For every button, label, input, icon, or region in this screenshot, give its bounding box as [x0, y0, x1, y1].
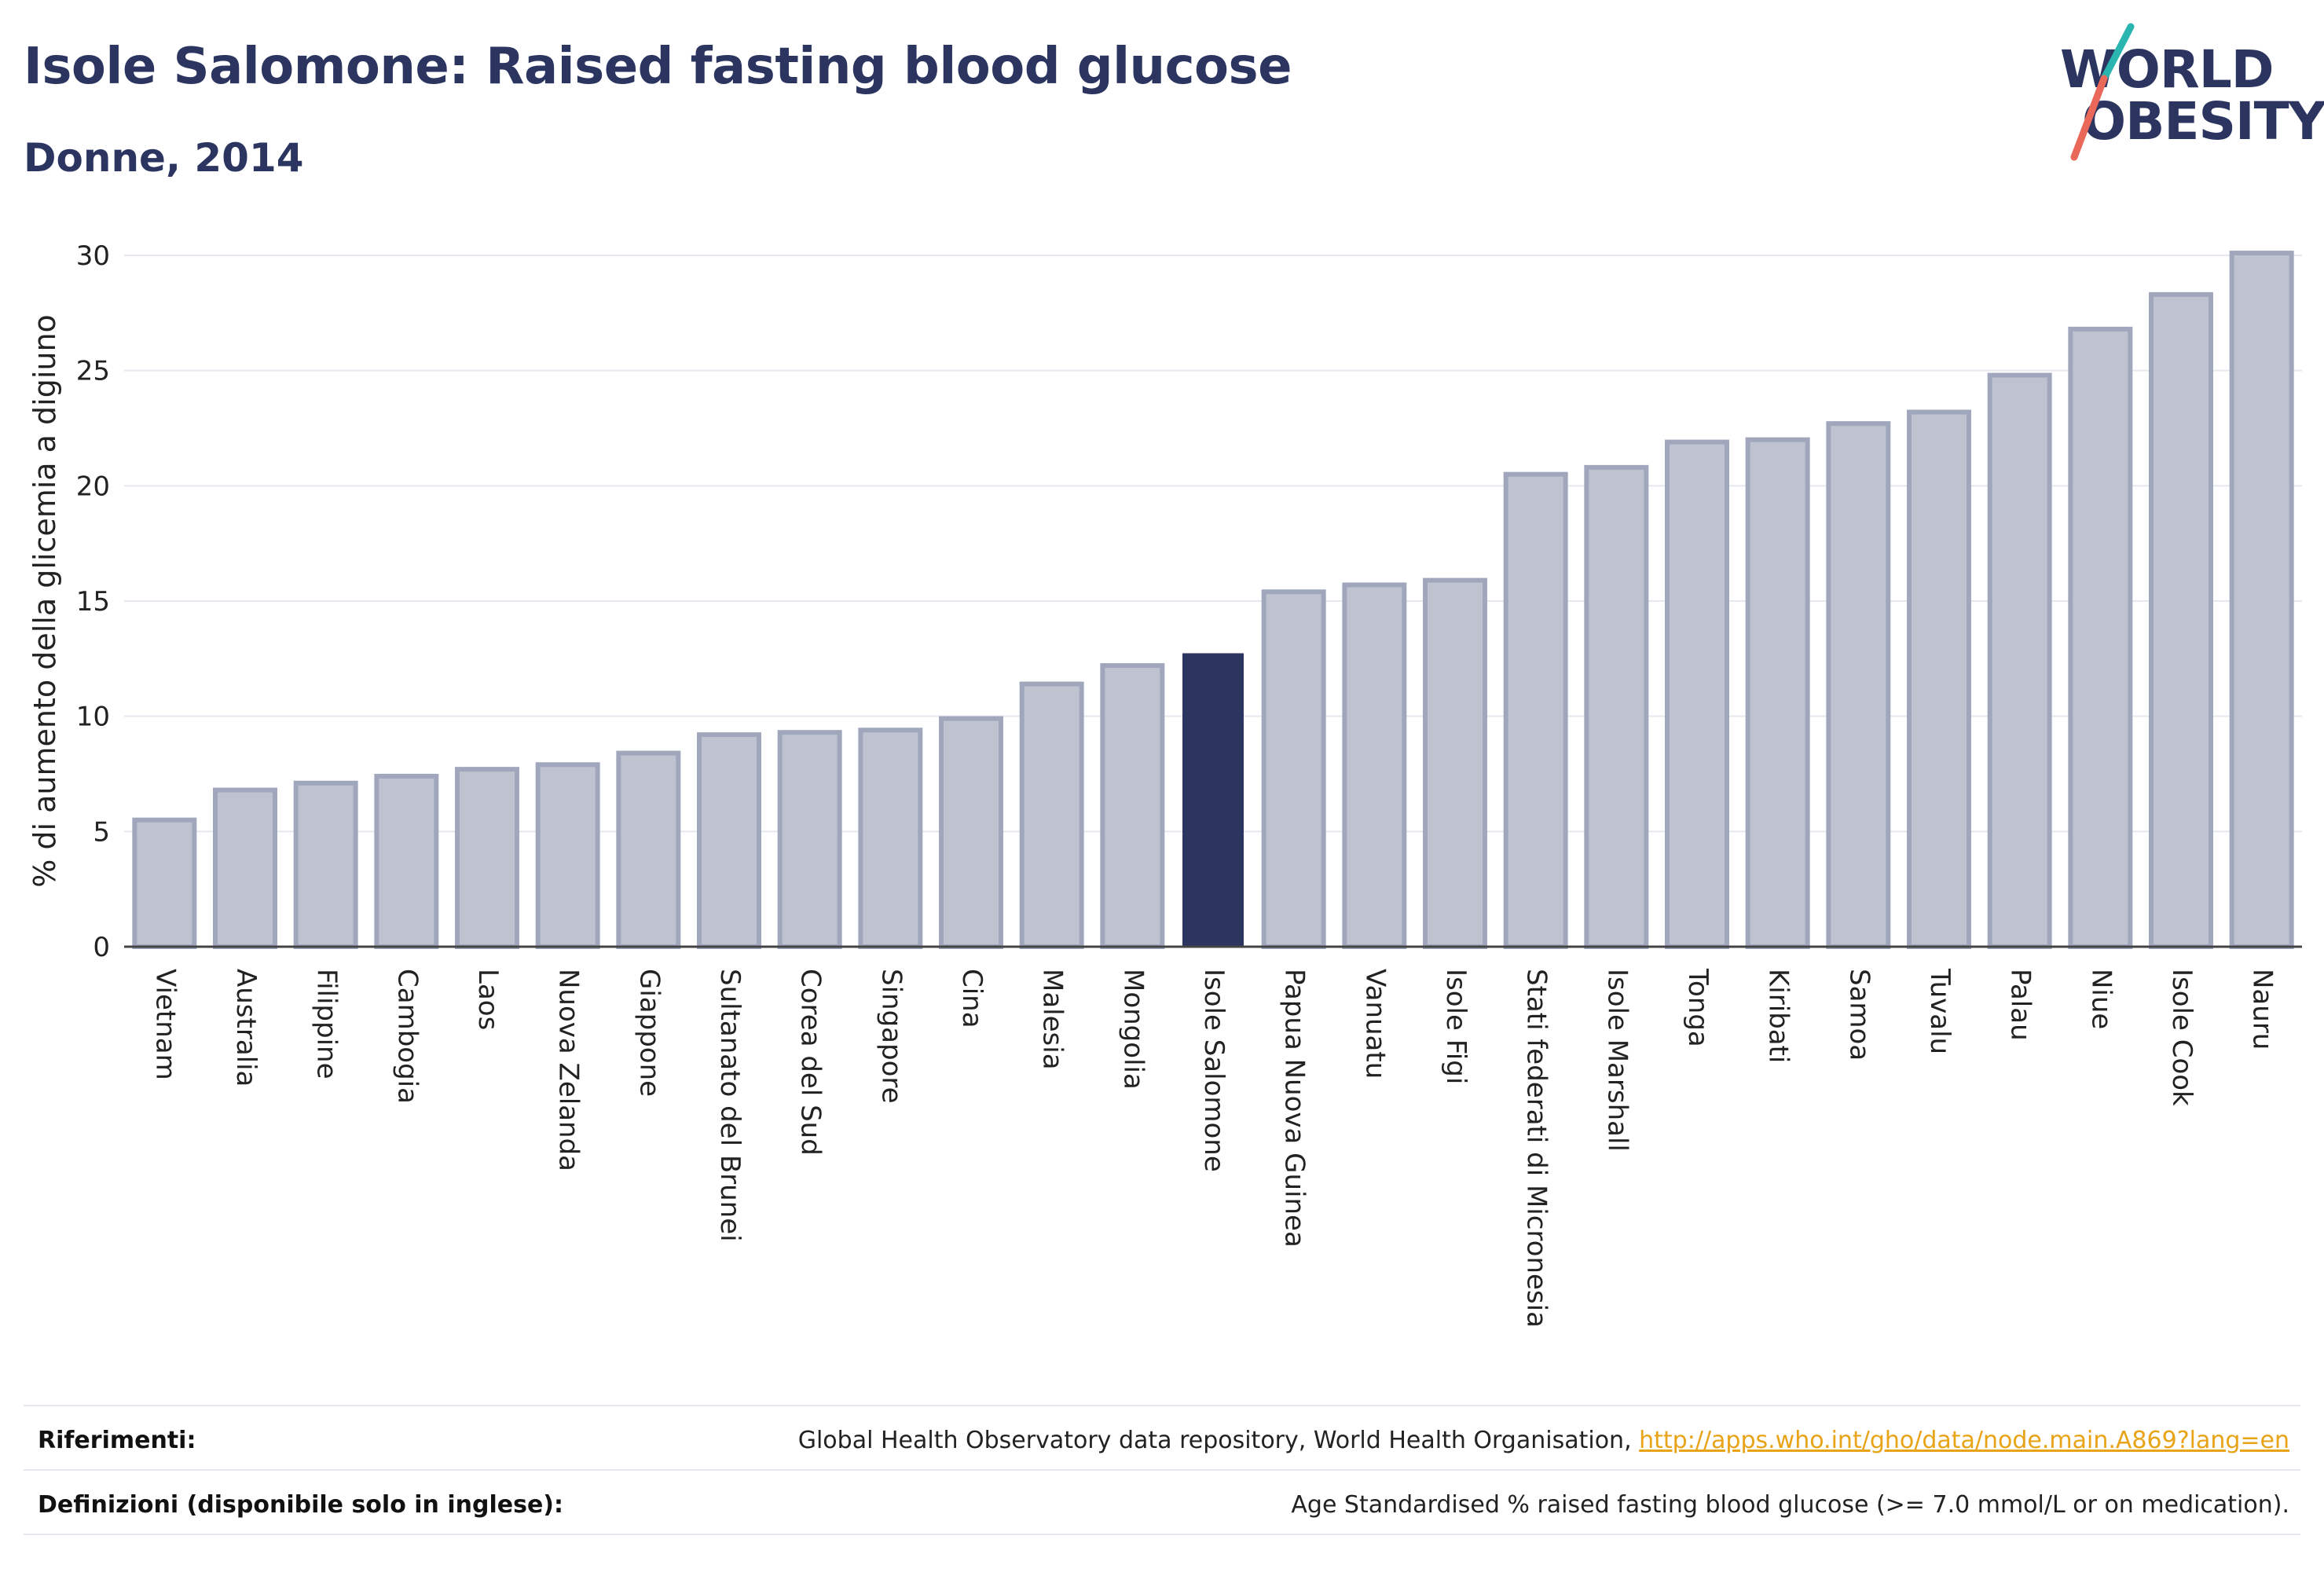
chart-subtitle: Donne, 2014 [24, 135, 304, 181]
bar [455, 767, 519, 950]
x-tick-label: Nuova Zelanda [553, 969, 585, 1171]
references-source: Global Health Observatory data repositor… [797, 1427, 1640, 1454]
x-tick-label: Palau [2005, 969, 2036, 1041]
bar [1907, 409, 1971, 949]
x-tick-label: Cina [956, 969, 988, 1028]
x-tick-label: Corea del Sud [795, 969, 827, 1156]
bar [1826, 421, 1891, 949]
bar [535, 762, 600, 949]
bar [132, 817, 197, 949]
x-tick-label: Isole Cook [2166, 969, 2198, 1106]
y-tick-label: 15 [76, 586, 110, 618]
x-tick-label: Singapore [875, 969, 907, 1104]
bar [1182, 653, 1244, 947]
references-link[interactable]: http://apps.who.int/gho/data/node.main.A… [1639, 1427, 2289, 1454]
bar-chart: 0 5 10 15 20 25 30 % di aumento della glicemia … [27, 240, 2302, 1328]
y-tick-label: 20 [76, 471, 110, 502]
references-text: Global Health Observatory data repositor… [798, 1427, 2289, 1454]
definitions-label: Definizioni (disponibile solo in inglese… [38, 1491, 563, 1519]
x-tick-label: Kiribati [1763, 969, 1794, 1063]
bar [1100, 663, 1165, 950]
x-tick-label: Isole Salomone [1198, 969, 1230, 1172]
x-tick-label: Laos [472, 969, 504, 1030]
bar [293, 780, 358, 949]
chart-title: Isole Salomone: Raised fasting blood glu… [24, 38, 1292, 96]
y-tick-label: 10 [76, 702, 110, 733]
x-tick-label: Tonga [1682, 968, 1714, 1047]
x-tick-label: Australia [230, 969, 262, 1087]
bar [2229, 251, 2294, 950]
y-tick-label: 25 [76, 356, 110, 387]
logo-line-1: WORLD [2060, 39, 2275, 100]
bar [1342, 582, 1407, 949]
bar [1019, 681, 1084, 949]
bar [939, 716, 1003, 949]
y-tick-label: 30 [76, 240, 110, 272]
x-tick-label: Mongolia [1117, 969, 1149, 1090]
bar [1503, 471, 1568, 949]
bar [1745, 437, 1810, 949]
bar [777, 730, 842, 949]
footer-divider-middle [24, 1469, 2300, 1471]
bar [858, 728, 923, 949]
references-label: Riferimenti: [38, 1427, 196, 1454]
bar [1261, 589, 1326, 949]
bar [1584, 464, 1649, 949]
footer-divider-bottom [24, 1534, 2300, 1535]
x-tick-label: Giappone [633, 969, 665, 1097]
logo-line-2: OBESITY [2082, 91, 2324, 152]
bar [616, 750, 681, 949]
x-tick-label: Stati federati di Micronesia [1521, 969, 1552, 1328]
bar [697, 732, 761, 950]
x-tick-label: Vietnam [149, 969, 181, 1080]
bar [2068, 326, 2133, 950]
x-tick-label: Malesia [1037, 969, 1069, 1070]
x-tick-label: Tuvalu [1924, 968, 1956, 1054]
x-tick-label: Papua Nuova Guinea [1279, 969, 1310, 1248]
footer-divider-top [24, 1405, 2300, 1406]
bar [374, 773, 439, 950]
bar [2149, 291, 2213, 950]
definitions-text: Age Standardised % raised fasting blood … [1291, 1491, 2289, 1519]
y-tick-label: 0 [93, 932, 110, 963]
x-tick-label: Isole Figi [1440, 969, 1472, 1084]
x-tick-label: Filippine [311, 969, 343, 1079]
logo-slash-icon [2070, 23, 2135, 161]
world-obesity-logo: WORLD OBESITY [2043, 22, 2324, 171]
bar [1987, 372, 2052, 949]
bar [1665, 439, 1729, 949]
x-tick-label: Nauru [2247, 969, 2278, 1050]
x-tick-label: Isole Marshall [1601, 969, 1633, 1152]
x-tick-label: Cambogia [391, 969, 423, 1104]
bar [1423, 577, 1487, 949]
x-tick-label: Vanuatu [1359, 969, 1391, 1079]
x-tick-label: Sultanato del Brunei [714, 969, 746, 1242]
x-tick-label: Samoa [1843, 969, 1875, 1061]
y-tick-label: 5 [93, 816, 110, 848]
x-tick-label: Niue [2085, 969, 2117, 1029]
bar [213, 787, 277, 949]
y-axis-label: % di aumento della glicemia a digiuno [27, 314, 62, 888]
